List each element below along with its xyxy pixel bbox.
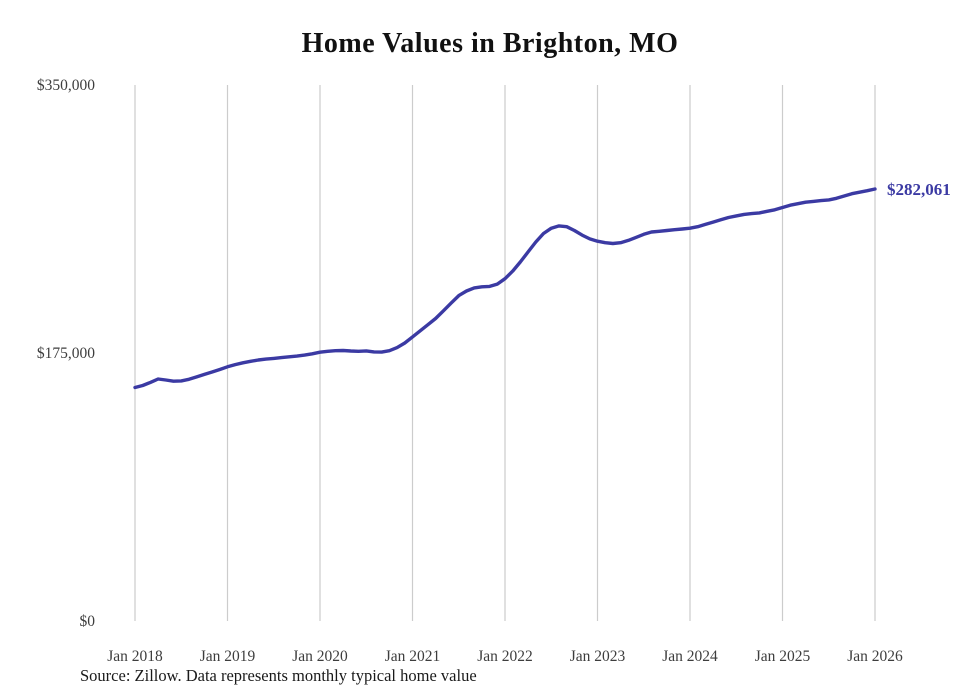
x-tick-label: Jan 2023	[570, 648, 626, 665]
x-tick-label: Jan 2025	[755, 648, 811, 665]
source-note: Source: Zillow. Data represents monthly …	[80, 666, 477, 685]
y-tick-label: $350,000	[37, 77, 95, 94]
x-tick-label: Jan 2022	[477, 648, 533, 665]
x-tick-label: Jan 2020	[292, 648, 348, 665]
x-tick-label: Jan 2021	[385, 648, 441, 665]
y-tick-label: $0	[80, 613, 96, 630]
x-tick-label: Jan 2026	[847, 648, 903, 665]
series-line	[133, 187, 877, 390]
x-tick-label: Jan 2024	[662, 648, 718, 665]
x-tick-label: Jan 2019	[200, 648, 256, 665]
end-value-label: $282,061	[887, 180, 951, 199]
y-tick-label: $175,000	[37, 345, 95, 362]
chart-title: Home Values in Brighton, MO	[301, 28, 679, 59]
x-tick-label: Jan 2018	[107, 648, 163, 665]
